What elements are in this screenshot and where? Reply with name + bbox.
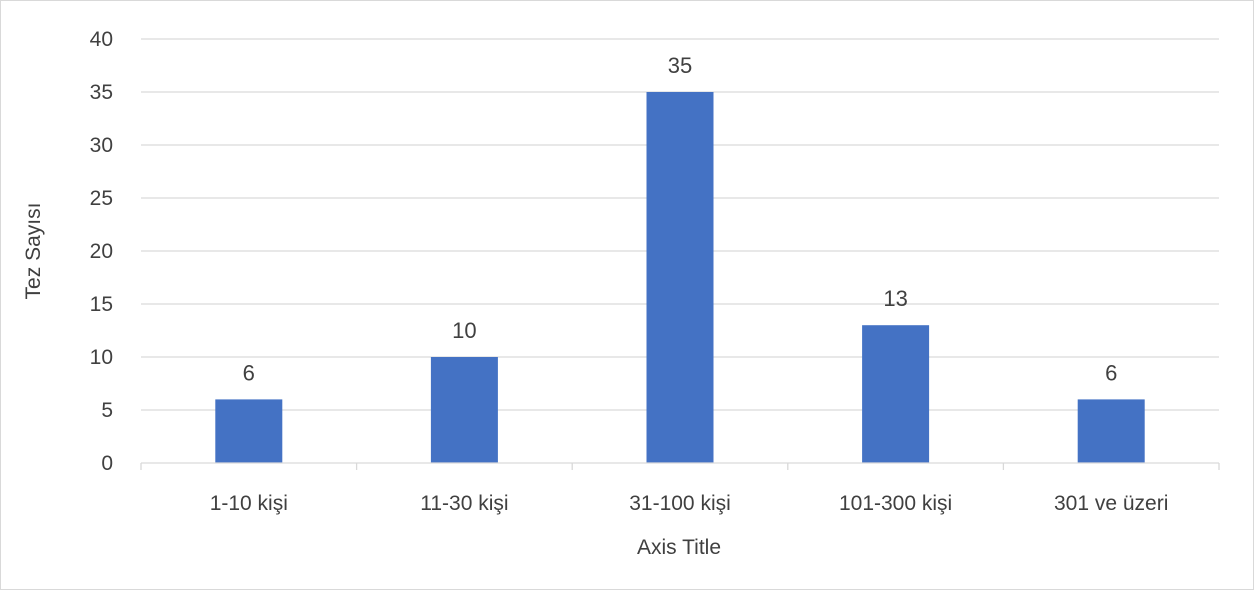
bar	[215, 399, 283, 463]
y-tick-label: 0	[101, 452, 113, 475]
y-tick-label: 10	[90, 346, 113, 369]
data-label: 10	[452, 318, 476, 343]
y-tick-label: 30	[90, 134, 113, 157]
x-axis-title: Axis Title	[637, 536, 721, 559]
category-label: 31-100 kişi	[629, 492, 731, 515]
y-tick-label: 25	[90, 187, 113, 210]
bar	[862, 325, 930, 463]
y-tick-label: 35	[90, 81, 113, 104]
category-label: 301 ve üzeri	[1054, 492, 1168, 515]
bar	[1077, 399, 1145, 463]
bar	[430, 357, 498, 463]
data-label: 13	[883, 286, 907, 311]
category-label: 11-30 kişi	[420, 492, 508, 515]
y-axis-ticks: 0 5 10 15 20 25 30 35 40	[90, 28, 113, 475]
data-label: 6	[1105, 360, 1117, 385]
data-labels: 6 10 35 13 6	[243, 53, 1118, 385]
data-label: 6	[243, 360, 255, 385]
category-labels: 1-10 kişi 11-30 kişi 31-100 kişi 101-300 ki…	[210, 492, 1169, 515]
category-label: 1-10 kişi	[210, 492, 288, 515]
bars	[215, 92, 1145, 463]
category-label: 101-300 kişi	[839, 492, 952, 515]
y-tick-label: 5	[101, 399, 113, 422]
data-label: 35	[668, 53, 692, 78]
y-tick-label: 40	[90, 28, 113, 51]
y-tick-label: 20	[90, 240, 113, 263]
y-axis-title: Tez Sayısı	[22, 203, 45, 300]
bar	[646, 92, 714, 463]
y-tick-label: 15	[90, 293, 113, 316]
x-axis	[140, 462, 1220, 470]
